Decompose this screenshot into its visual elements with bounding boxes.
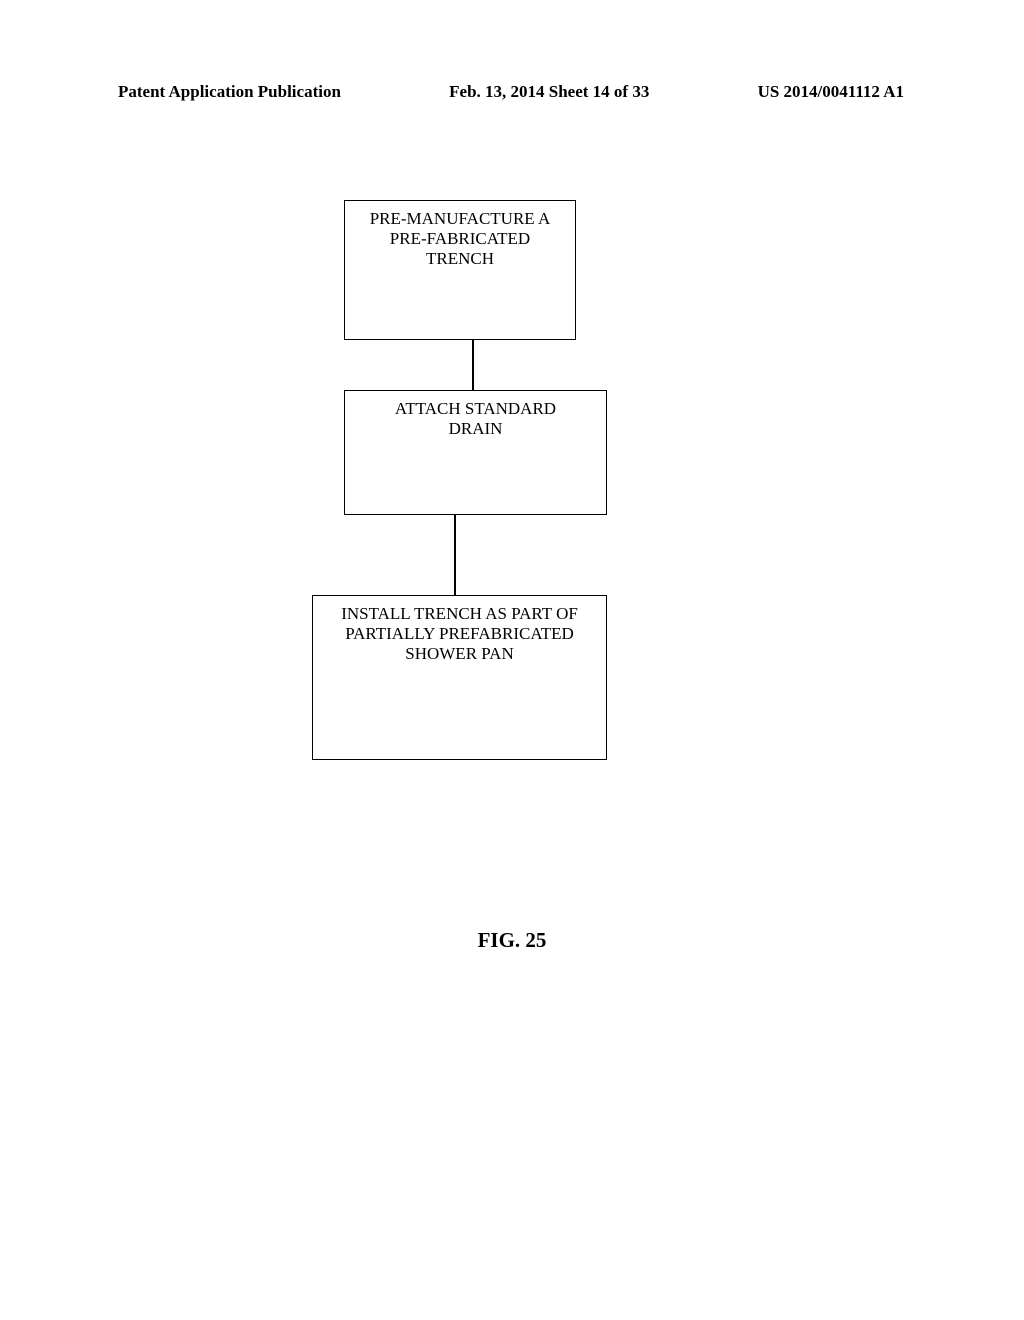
figure-caption: FIG. 25	[0, 928, 1024, 953]
page-header: Patent Application Publication Feb. 13, …	[0, 82, 1024, 102]
node-text-line: INSTALL TRENCH AS PART OF	[313, 604, 606, 624]
node-text-line: DRAIN	[345, 419, 606, 439]
node-text-line: PARTIALLY PREFABRICATED	[313, 624, 606, 644]
node-text-line: PRE-FABRICATED	[345, 229, 575, 249]
flowchart-edge-1	[472, 340, 474, 390]
flowchart-node-2: ATTACH STANDARD DRAIN	[344, 390, 607, 515]
node-text-line: ATTACH STANDARD	[345, 399, 606, 419]
flowchart-edge-2	[454, 515, 456, 595]
flowchart-node-3: INSTALL TRENCH AS PART OF PARTIALLY PREF…	[312, 595, 607, 760]
flowchart-node-1: PRE-MANUFACTURE A PRE-FABRICATED TRENCH	[344, 200, 576, 340]
node-text-line: PRE-MANUFACTURE A	[345, 209, 575, 229]
node-text-line: SHOWER PAN	[313, 644, 606, 664]
header-center: Feb. 13, 2014 Sheet 14 of 33	[449, 82, 649, 102]
node-text-line: TRENCH	[345, 249, 575, 269]
header-left: Patent Application Publication	[118, 82, 341, 102]
header-right: US 2014/0041112 A1	[758, 82, 904, 102]
